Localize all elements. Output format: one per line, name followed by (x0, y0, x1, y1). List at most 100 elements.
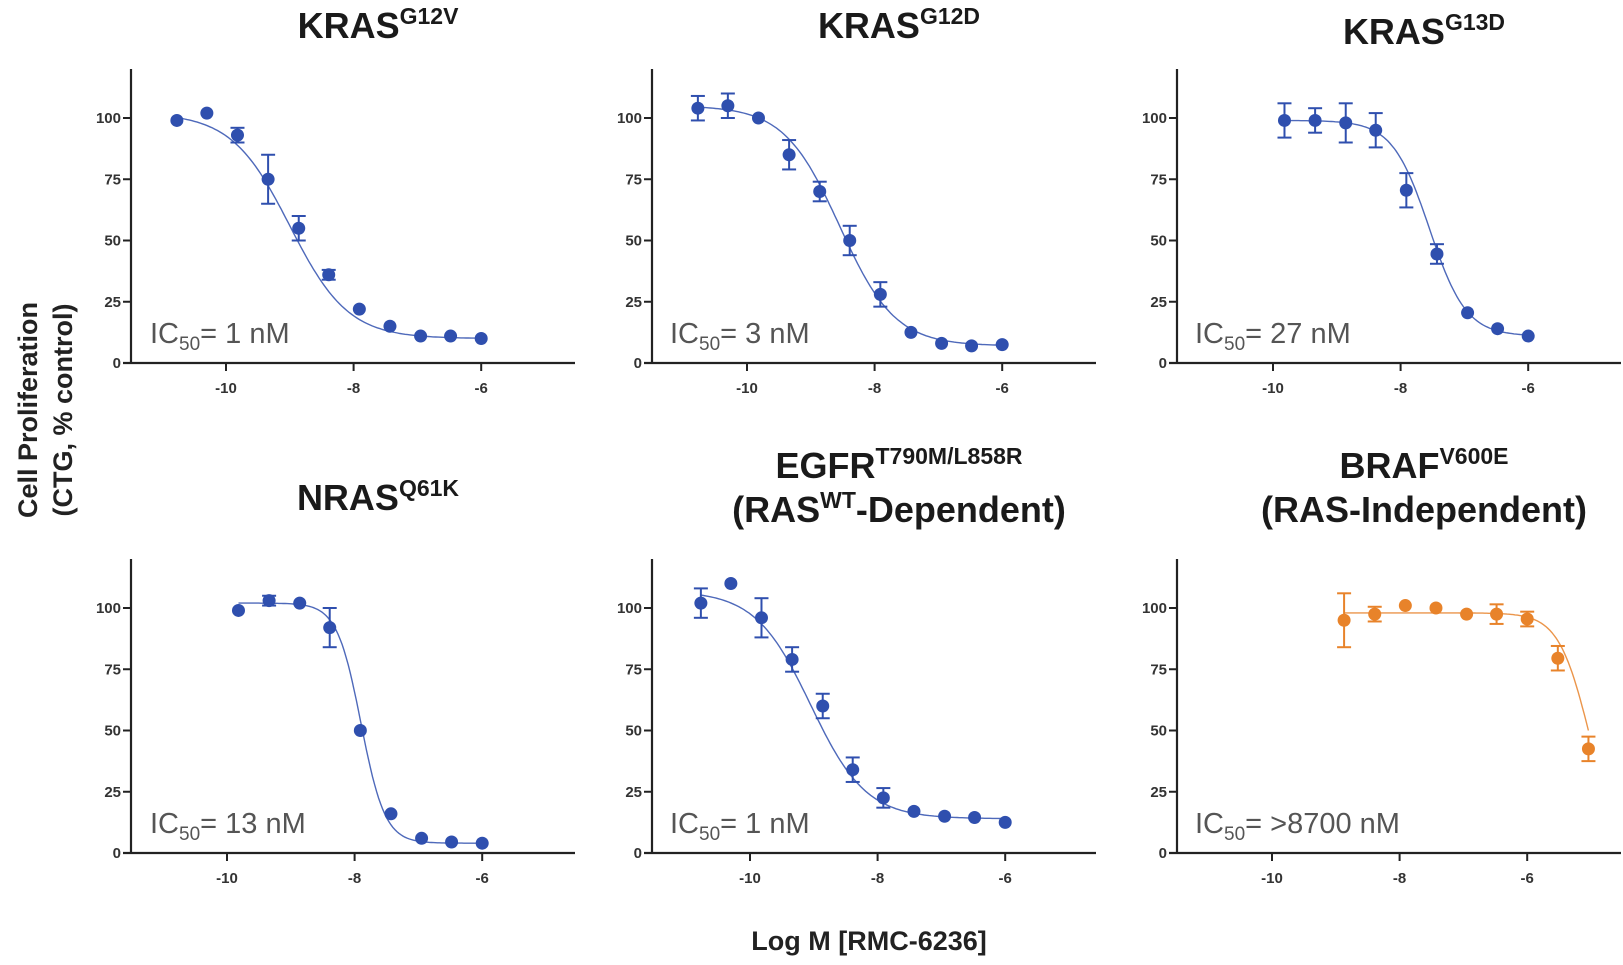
data-point (907, 804, 921, 818)
data-point-group (876, 787, 891, 809)
panel-title-line1: KRASG12V (298, 3, 459, 46)
x-tick-label: -10 (215, 380, 237, 397)
data-point (843, 234, 857, 247)
data-point-group (1521, 329, 1535, 343)
data-point (415, 831, 429, 845)
data-point-group (200, 106, 214, 120)
y-tick-label: 25 (1150, 294, 1167, 311)
data-point-group (1308, 107, 1323, 134)
data-point (998, 815, 1012, 829)
y-tick-label: 100 (96, 600, 121, 617)
data-point-group (815, 692, 830, 720)
data-point-group (414, 329, 428, 343)
data-point-group (474, 332, 488, 345)
panel-title: KRASG12V (298, 3, 459, 46)
data-point-group (751, 111, 765, 125)
data-point-group (1520, 610, 1535, 628)
x-tick-label: -6 (1522, 380, 1535, 397)
data-point-group (230, 126, 245, 144)
x-tick-label: -8 (348, 870, 361, 887)
y-tick-label: 50 (104, 723, 121, 740)
data-point-group (720, 92, 735, 119)
x-tick-label: -10 (739, 870, 761, 887)
fit-curve (1284, 119, 1529, 336)
gene-name: EGFR (775, 445, 875, 486)
y-tick-label: 0 (634, 845, 642, 862)
ic50-label: IC50= 27 nM (1195, 318, 1351, 355)
y-axis-title-line1: Cell Proliferation (13, 302, 43, 518)
data-point-group (293, 596, 307, 610)
data-point-group (754, 597, 769, 639)
y-tick-label: 100 (617, 600, 642, 617)
data-point (384, 807, 398, 821)
data-point (444, 329, 458, 343)
data-point (846, 763, 860, 777)
data-point-group (383, 319, 397, 333)
panel-title: BRAFV600E(RAS-Independent) (1261, 443, 1587, 530)
data-point-group (968, 810, 982, 824)
panel-5: EGFRT790M/L858R(RASWT-Dependent)02550751… (617, 443, 1096, 887)
data-point (170, 113, 184, 127)
data-point-group (845, 756, 860, 783)
ic50-prefix: IC (150, 318, 179, 350)
panel-title: KRASG13D (1343, 9, 1505, 52)
data-point-group (475, 836, 489, 850)
data-point-group (785, 646, 800, 673)
data-point-group (415, 831, 429, 845)
data-point (383, 319, 397, 333)
x-tick-label: -6 (1521, 870, 1534, 887)
data-point-group (1581, 735, 1596, 763)
data-point (1461, 306, 1475, 320)
y-tick-label: 75 (1150, 171, 1167, 188)
data-point-group (1461, 306, 1475, 320)
data-point (1429, 601, 1443, 615)
fit-curve (700, 594, 1006, 820)
data-point-group (1337, 592, 1352, 649)
gene-name: KRAS (1343, 11, 1445, 52)
ic50-value: = 13 nM (200, 808, 306, 840)
data-point (1491, 322, 1505, 336)
data-point-group (231, 603, 245, 617)
data-point-group (938, 809, 952, 823)
data-point (935, 336, 949, 350)
data-point (1399, 183, 1413, 197)
y-tick-label: 0 (634, 355, 642, 372)
data-point (1398, 599, 1412, 613)
data-point-group (262, 594, 277, 608)
data-point (1520, 612, 1534, 626)
data-point (200, 106, 214, 120)
x-tick-label: -8 (347, 380, 360, 397)
panel-title-line1: EGFRT790M/L858R (775, 443, 1022, 486)
x-axis-title: Log M [RMC-6236] (751, 926, 987, 956)
data-point-group (321, 268, 336, 282)
data-point-group (1550, 644, 1565, 672)
data-point (353, 724, 367, 737)
data-point (816, 699, 830, 713)
data-point (1368, 607, 1382, 621)
fit-curve (1344, 612, 1590, 731)
data-point-group (1489, 603, 1504, 625)
data-point-group (445, 835, 459, 849)
data-point-group (904, 325, 918, 339)
ic50-label: IC50= 13 nM (150, 808, 306, 845)
data-point-group (1368, 112, 1383, 149)
data-point-group (812, 180, 827, 203)
panel-title-line1: KRASG13D (1343, 9, 1505, 52)
data-point-group (1491, 322, 1505, 336)
data-point (475, 836, 489, 850)
data-point (1521, 329, 1535, 343)
y-tick-label: 50 (104, 233, 121, 250)
data-point (292, 221, 306, 235)
data-point-group (842, 224, 857, 257)
panel-title-line1: BRAFV600E (1339, 443, 1508, 486)
data-point (231, 603, 245, 617)
ic50-subscript: 50 (1224, 824, 1245, 845)
y-axis-title: Cell Proliferation (CTG, % control) (13, 302, 78, 518)
data-point (352, 302, 366, 316)
data-point (1551, 651, 1565, 665)
mutation-superscript: T790M/L858R (876, 443, 1023, 469)
ic50-label: IC50= 3 nM (670, 318, 810, 355)
data-point (876, 791, 890, 805)
